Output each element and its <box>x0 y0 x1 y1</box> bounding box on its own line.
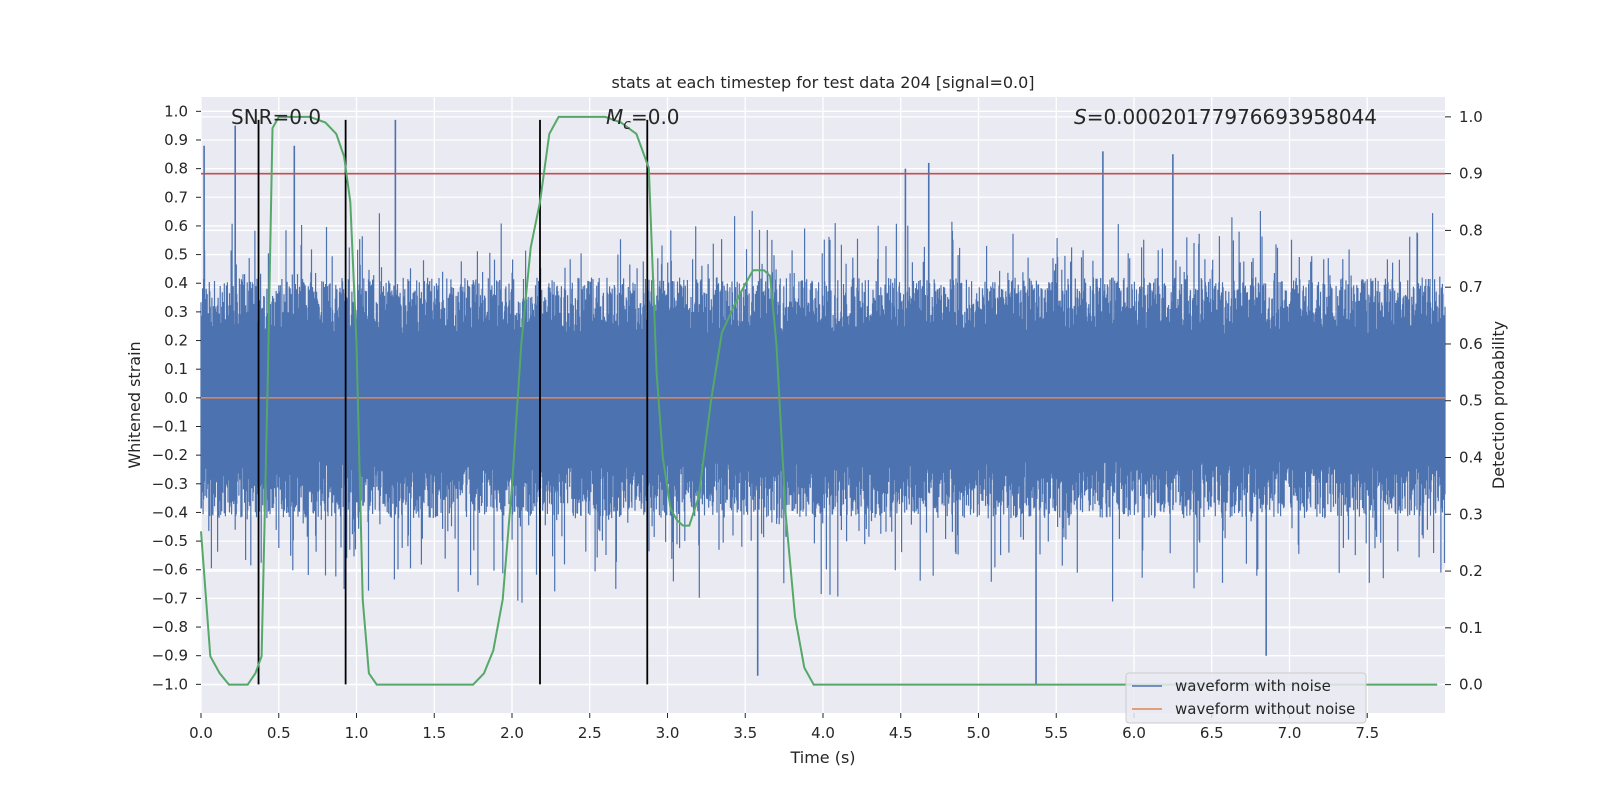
y-left-tick-label: 1.0 <box>164 102 188 120</box>
y-right-tick-label: 0.2 <box>1459 562 1483 580</box>
chirp-mass-symbol: M <box>606 105 623 129</box>
y-right-tick-label: 0.0 <box>1459 676 1483 694</box>
x-tick-label: 3.5 <box>733 724 757 742</box>
x-tick-label: 6.0 <box>1122 724 1146 742</box>
x-tick-label: 0.0 <box>189 724 213 742</box>
y-left-tick-label: −0.1 <box>152 417 188 435</box>
axes: 0.0 0.5 1.0 1.5 2.0 2.5 3.0 3.5 4.0 4.5 5.0 5.5 6.0 6… <box>152 102 1483 742</box>
y-left-tick-label: −0.3 <box>152 475 188 493</box>
legend-box <box>1125 672 1367 724</box>
x-tick-label: 6.5 <box>1200 724 1224 742</box>
x-axis-label: Time (s) <box>789 748 855 767</box>
x-tick-label: 7.5 <box>1355 724 1379 742</box>
y-right-tick-label: 0.5 <box>1459 392 1483 410</box>
legend-label-noise: waveform with noise <box>1175 677 1331 695</box>
y-left-tick-label: 0.9 <box>164 131 188 149</box>
y-axis-label-right: Detection probability <box>1489 321 1508 489</box>
y-right-tick-label: 0.6 <box>1459 335 1483 353</box>
x-tick-label: 7.0 <box>1278 724 1302 742</box>
y-right-tick-label: 0.7 <box>1459 278 1483 296</box>
legend-label-clean: waveform without noise <box>1175 700 1355 718</box>
chirp-mass-value: =0.0 <box>631 105 680 129</box>
detection-probability-line <box>200 115 1438 686</box>
snr-annotation: SNR=0.0 <box>231 105 321 129</box>
x-tick-label: 1.0 <box>345 724 369 742</box>
noise-waveform-line <box>200 210 1446 603</box>
y-right-tick-label: 0.4 <box>1459 449 1483 467</box>
y-left-tick-label: 0.1 <box>164 360 188 378</box>
y-left-tick-label: −0.9 <box>152 647 188 665</box>
y-right-tick-label: 0.9 <box>1459 165 1483 183</box>
y-left-tick-label: −0.6 <box>152 561 188 579</box>
y-left-tick-label: −0.2 <box>152 446 188 464</box>
s-stat-annotation: S=0.00020177976693958044 <box>1074 105 1377 129</box>
y-left-tick-label: 0.3 <box>164 303 188 321</box>
y-left-tick-label: −0.5 <box>152 532 188 550</box>
chirp-mass-annotation: Mc=0.0 <box>606 105 680 133</box>
s-stat-value: =0.00020177976693958044 <box>1087 105 1377 129</box>
y-right-tick-label: 0.3 <box>1459 505 1483 523</box>
y-left-tick-label: 0.4 <box>164 274 188 292</box>
x-tick-label: 2.0 <box>500 724 524 742</box>
y-left-tick-label: 0.0 <box>164 389 188 407</box>
x-tick-label: 5.0 <box>967 724 991 742</box>
x-tick-label: 5.5 <box>1044 724 1068 742</box>
y-left-tick-label: 0.7 <box>164 188 188 206</box>
s-stat-symbol: S <box>1074 105 1087 129</box>
legend: waveform with noise waveform without noi… <box>1125 672 1367 724</box>
y-right-tick-label: 1.0 <box>1459 108 1483 126</box>
y-left-tick-label: −0.8 <box>152 618 188 636</box>
y-left-tick-label: 0.5 <box>164 246 188 264</box>
y-left-tick-label: 0.8 <box>164 160 188 178</box>
y-right-tick-label: 0.1 <box>1459 619 1483 637</box>
y-left-tick-label: −0.7 <box>152 589 188 607</box>
y-left-tick-label: −1.0 <box>152 675 188 693</box>
x-tick-label: 2.5 <box>578 724 602 742</box>
y-axis-label-left: Whitened strain <box>125 341 144 468</box>
chart-title: stats at each timestep for test data 204… <box>611 73 1034 92</box>
y-left-tick-label: 0.6 <box>164 217 188 235</box>
y-left-tick-label: 0.2 <box>164 332 188 350</box>
x-tick-label: 0.5 <box>267 724 291 742</box>
x-tick-label: 1.5 <box>422 724 446 742</box>
chirp-mass-subscript: c <box>623 117 631 133</box>
y-right-tick-label: 0.8 <box>1459 221 1483 239</box>
x-tick-label: 4.0 <box>811 724 835 742</box>
x-tick-label: 4.5 <box>889 724 913 742</box>
y-left-tick-label: −0.4 <box>152 503 188 521</box>
x-tick-label: 3.0 <box>656 724 680 742</box>
chart-overlays <box>200 115 1445 686</box>
